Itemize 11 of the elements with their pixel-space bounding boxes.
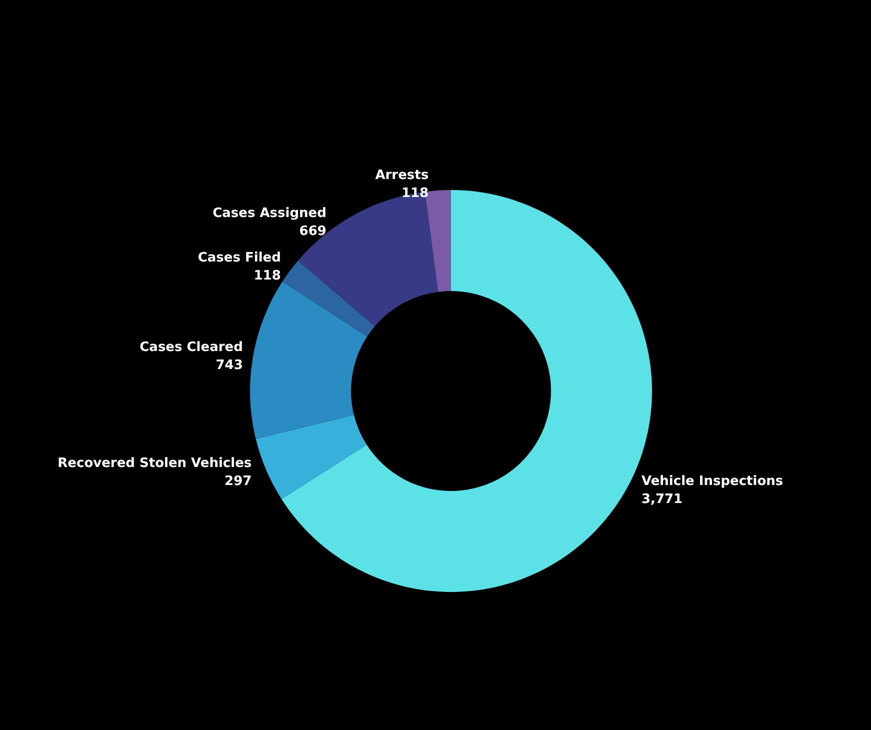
slice-label: Cases Filed bbox=[198, 250, 281, 266]
data-label: 118 bbox=[254, 268, 281, 284]
slice-label: Vehicle Inspections bbox=[641, 474, 784, 490]
slice-label: Cases Cleared bbox=[140, 340, 243, 355]
data-label: 297 bbox=[224, 474, 252, 489]
slice-label: Recovered Stolen Vehicles bbox=[58, 456, 252, 471]
data-label: 3,771 bbox=[641, 492, 683, 508]
slice-label: Arrests bbox=[375, 168, 429, 183]
slice-label: Cases Assigned bbox=[212, 206, 326, 221]
data-label: 669 bbox=[299, 224, 326, 239]
data-label: 743 bbox=[216, 358, 243, 373]
